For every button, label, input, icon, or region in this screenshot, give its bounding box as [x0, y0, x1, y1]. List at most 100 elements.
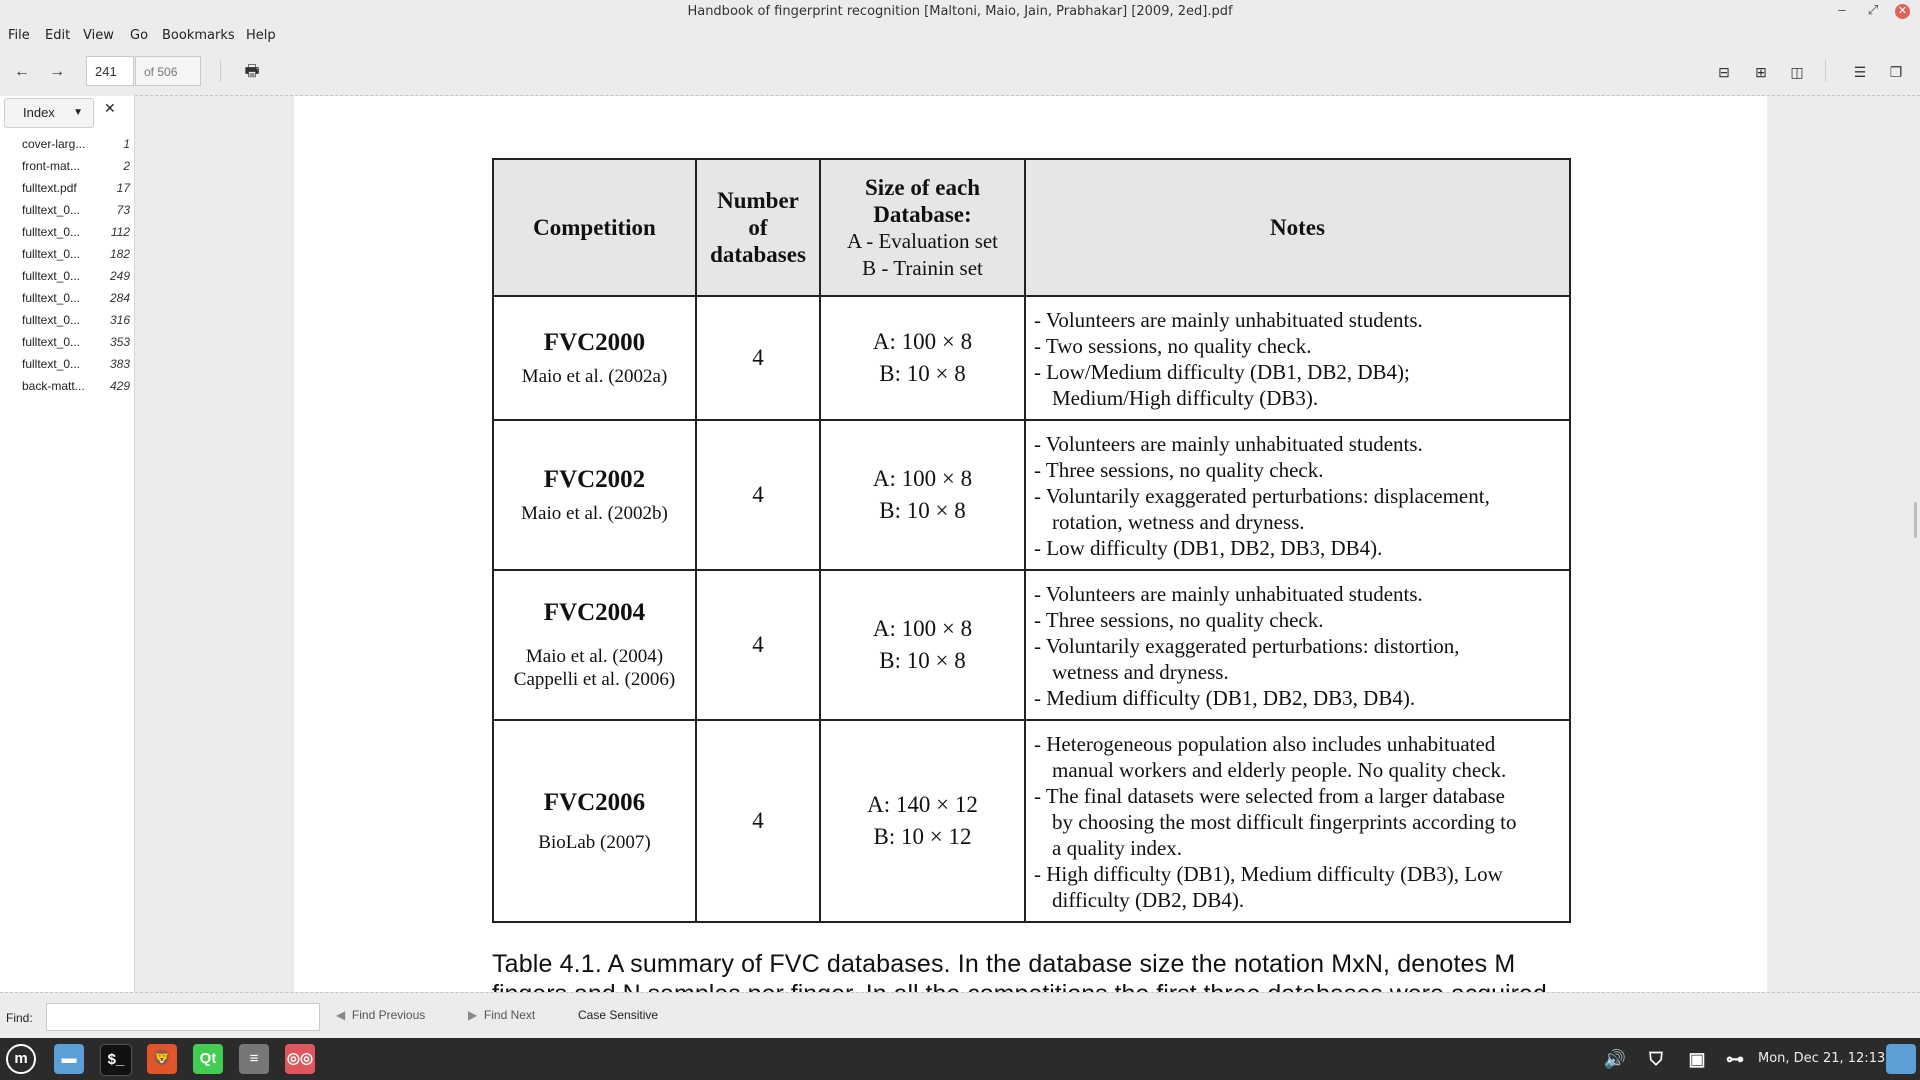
- header-line: Number: [717, 188, 799, 213]
- clock[interactable]: Mon, Dec 21, 12:13: [1758, 1051, 1886, 1066]
- table-caption-cutoff: fingers and N samples per finger. In all…: [492, 980, 1572, 992]
- continuous-view-icon[interactable]: ☰: [1853, 64, 1867, 80]
- qt-creator-icon[interactable]: Qt: [193, 1044, 223, 1074]
- triangle-right-icon: ▶: [468, 1008, 484, 1022]
- fit-page-icon[interactable]: ◫: [1790, 64, 1804, 80]
- menu-help[interactable]: Help: [246, 28, 276, 43]
- dual-page-icon[interactable]: ❐: [1889, 64, 1903, 80]
- screenshot-icon[interactable]: ▣: [1688, 1049, 1706, 1069]
- index-item[interactable]: fulltext_0... 182: [0, 244, 134, 266]
- size-b: B: 10 × 8: [879, 648, 966, 673]
- note-line: - Voluntarily exaggerated perturbations:…: [1034, 484, 1490, 508]
- index-item-label: fulltext_0...: [22, 335, 81, 349]
- size-b: B: 10 × 8: [879, 498, 966, 523]
- header-line: Database:: [873, 201, 972, 227]
- shield-icon[interactable]: ⛉: [1649, 1049, 1663, 1069]
- triangle-left-icon: ◀: [336, 1008, 352, 1022]
- pdf-reader-icon[interactable]: ◎◎: [285, 1044, 315, 1074]
- note-item: - Voluntarily exaggerated perturbations:…: [1034, 483, 1561, 535]
- find-next-button[interactable]: ▶ Find Next: [468, 1008, 535, 1022]
- note-item: - Heterogeneous population also includes…: [1034, 731, 1561, 783]
- note-item: - Volunteers are mainly unhabituated stu…: [1034, 582, 1423, 606]
- index-item-page: 17: [116, 181, 130, 195]
- close-icon[interactable]: ✕: [1895, 4, 1910, 19]
- header-line: of: [748, 215, 768, 240]
- cell-size: A: 100 × 8 B: 10 × 8: [819, 569, 1026, 721]
- index-item[interactable]: cover-larg... 1: [0, 134, 134, 156]
- index-item-page: 284: [109, 291, 130, 305]
- index-item-page: 112: [110, 225, 130, 239]
- index-item[interactable]: fulltext_0... 284: [0, 288, 134, 310]
- minimize-icon[interactable]: –: [1838, 2, 1846, 17]
- page-number-input[interactable]: 241: [86, 56, 134, 86]
- show-desktop-icon[interactable]: [1886, 1044, 1916, 1074]
- cell-competition: FVC2006 BioLab (2007): [492, 719, 697, 923]
- index-item[interactable]: fulltext_0... 316: [0, 310, 134, 332]
- index-item[interactable]: fulltext.pdf 17: [0, 178, 134, 200]
- header-notes: Notes: [1024, 158, 1571, 297]
- table-row: FVC2006 BioLab (2007) 4 A: 140 × 12 B: 1…: [492, 719, 1571, 923]
- menu-view[interactable]: View: [83, 28, 114, 43]
- database-icon[interactable]: ≡: [239, 1044, 269, 1074]
- cell-notes: - Volunteers are mainly unhabituated stu…: [1024, 295, 1571, 421]
- menu-go[interactable]: Go: [130, 28, 149, 43]
- index-item-page: 316: [109, 313, 130, 327]
- terminal-icon[interactable]: $_: [100, 1044, 132, 1076]
- note-item: - Medium difficulty (DB1, DB2, DB3, DB4)…: [1034, 686, 1416, 710]
- menu-bookmarks[interactable]: Bookmarks: [162, 28, 235, 43]
- zoom-in-icon[interactable]: ⊞: [1755, 64, 1767, 80]
- brave-browser-icon[interactable]: 🦁: [147, 1044, 177, 1074]
- note-line: by choosing the most difficult fingerpri…: [1052, 810, 1517, 834]
- find-previous-button[interactable]: ◀ Find Previous: [336, 1008, 425, 1022]
- sidebar-mode-select[interactable]: Index ▼: [4, 98, 94, 128]
- back-arrow-icon[interactable]: ←: [14, 63, 30, 80]
- maximize-icon[interactable]: ⤢: [1867, 2, 1879, 17]
- index-item[interactable]: front-mat... 2: [0, 156, 134, 178]
- note-line: difficulty (DB2, DB4).: [1052, 888, 1245, 912]
- cell-competition: FVC2004 Maio et al. (2004) Cappelli et a…: [492, 569, 697, 721]
- mint-menu-icon[interactable]: m: [6, 1044, 36, 1074]
- note-line: a quality index.: [1052, 836, 1183, 860]
- menu-edit[interactable]: Edit: [45, 28, 71, 43]
- note-line: - Heterogeneous population also includes…: [1034, 732, 1496, 756]
- files-icon[interactable]: ▬: [54, 1044, 84, 1074]
- competition-name: FVC2002: [543, 465, 646, 493]
- cell-size: A: 100 × 8 B: 10 × 8: [819, 419, 1026, 571]
- size-a: A: 140 × 12: [867, 792, 978, 817]
- print-icon[interactable]: 🖶: [244, 63, 260, 80]
- index-item[interactable]: fulltext_0... 112: [0, 222, 134, 244]
- sidebar-close-icon[interactable]: ✕: [104, 100, 116, 116]
- note-item: - Volunteers are mainly unhabituated stu…: [1034, 432, 1423, 456]
- index-item-label: back-matt...: [22, 379, 85, 393]
- menu-file[interactable]: File: [8, 28, 30, 43]
- note-line: - The final datasets were selected from …: [1034, 784, 1505, 808]
- header-subline: B - Trainin set: [862, 255, 983, 280]
- case-sensitive-toggle[interactable]: Case Sensitive: [578, 1008, 659, 1022]
- scrollbar-thumb[interactable]: [1914, 502, 1917, 538]
- cell-number: 4: [695, 419, 821, 571]
- forward-arrow-icon[interactable]: →: [49, 63, 65, 80]
- chevron-down-icon: ▼: [73, 107, 83, 118]
- find-previous-label: Find Previous: [351, 1008, 426, 1022]
- fvc-summary-table: Competition Number of databases Size of …: [492, 158, 1571, 923]
- volume-icon[interactable]: 🔊: [1603, 1049, 1627, 1069]
- zoom-out-icon[interactable]: ⊟: [1718, 64, 1730, 80]
- network-icon[interactable]: ⊶: [1726, 1049, 1744, 1069]
- index-item-label: fulltext_0...: [22, 203, 81, 217]
- size-a: A: 100 × 8: [872, 329, 973, 354]
- index-item[interactable]: back-matt... 429: [0, 376, 134, 398]
- find-next-label: Find Next: [483, 1008, 536, 1022]
- index-item[interactable]: fulltext_0... 353: [0, 332, 134, 354]
- index-item[interactable]: fulltext_0... 383: [0, 354, 134, 376]
- note-line: wetness and dryness.: [1052, 660, 1229, 684]
- table-row: FVC2002 Maio et al. (2002b) 4 A: 100 × 8…: [492, 419, 1571, 571]
- note-item: - Low/Medium difficulty (DB1, DB2, DB4);…: [1034, 359, 1561, 411]
- index-item-page: 429: [109, 379, 130, 393]
- note-item: - Low difficulty (DB1, DB2, DB3, DB4).: [1034, 536, 1383, 560]
- page-total: of 506: [135, 56, 201, 86]
- index-item[interactable]: fulltext_0... 73: [0, 200, 134, 222]
- window-titlebar: Handbook of fingerprint recognition [Mal…: [0, 0, 1920, 24]
- competition-name: FVC2006: [543, 788, 646, 816]
- index-item[interactable]: fulltext_0... 249: [0, 266, 134, 288]
- find-input[interactable]: [46, 1003, 320, 1031]
